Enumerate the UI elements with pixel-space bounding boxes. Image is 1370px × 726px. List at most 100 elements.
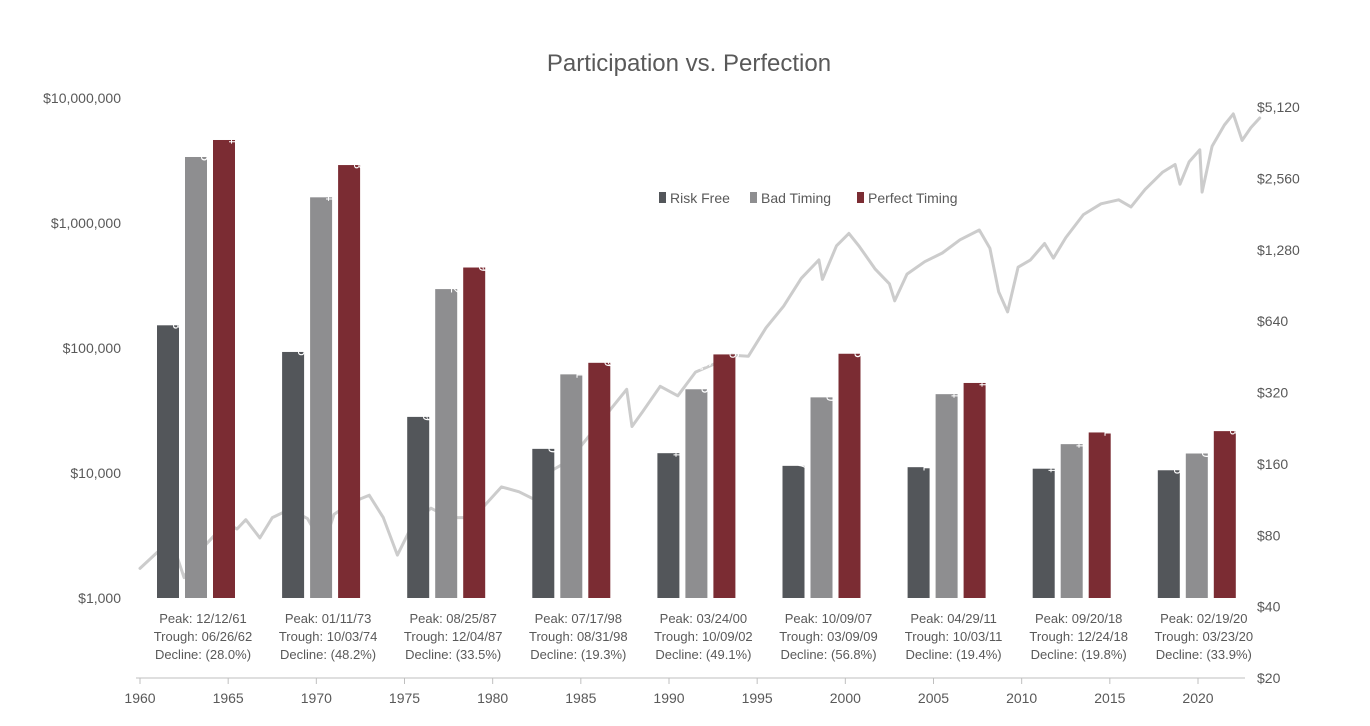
x-tick-label: 1975 <box>389 690 420 706</box>
x-tick-label: 2005 <box>918 690 949 706</box>
legend-swatch <box>659 192 666 203</box>
category-decline-label: Decline: (48.2%) <box>280 647 376 662</box>
x-tick-label: 1970 <box>301 690 332 706</box>
bar-value-label: $2,907,648 <box>351 101 366 169</box>
bar <box>1157 470 1180 598</box>
left-tick-label: $1,000,000 <box>51 215 121 231</box>
category-trough-label: Trough: 03/09/09 <box>779 629 878 644</box>
x-tick-label: 1980 <box>477 690 508 706</box>
right-tick-label: $1,280 <box>1257 242 1300 258</box>
bar-value-label: $3,373,545 <box>198 93 213 161</box>
bar <box>1032 468 1055 598</box>
category-decline-label: Decline: (33.9%) <box>1156 647 1252 662</box>
x-tick-label: 2015 <box>1094 690 1125 706</box>
right-tick-label: $160 <box>1257 456 1288 472</box>
bar-value-label: $14,320 <box>1199 409 1214 458</box>
bar-value-label: $40,280 <box>824 353 839 402</box>
bar <box>935 394 958 598</box>
right-tick-label: $40 <box>1257 599 1281 615</box>
chart-title: Participation vs. Perfection <box>547 50 831 77</box>
category-peak-label: Peak: 08/25/87 <box>409 611 496 626</box>
bar <box>657 453 680 598</box>
bar-layer: $151,883 $3,373,545 $4,613,574 $92,966 $1,60… <box>157 76 1242 599</box>
category-decline-label: Decline: (28.0%) <box>155 647 251 662</box>
category-decline-label: Decline: (33.5%) <box>405 647 501 662</box>
bar-value-label: $295,972 <box>448 237 463 293</box>
category-trough-label: Trough: 10/03/74 <box>279 629 378 644</box>
bar <box>1088 432 1111 598</box>
bar <box>310 197 333 598</box>
category-peak-label: Peak: 04/29/11 <box>910 611 997 626</box>
bar-value-label: $21,101 <box>1102 388 1117 437</box>
bar <box>713 354 736 598</box>
bar-value-label: $4,613,574 <box>226 76 241 144</box>
category-trough-label: Trough: 10/09/02 <box>654 629 753 644</box>
right-tick-label: $20 <box>1257 670 1281 686</box>
legend-swatch <box>750 192 757 203</box>
bar-value-label: $88,846 <box>726 310 741 359</box>
bar <box>213 139 235 599</box>
bar-value-label: $14,404 <box>670 408 685 457</box>
bar <box>532 448 555 598</box>
category-peak-label: Peak: 10/09/07 <box>785 611 872 626</box>
bar <box>185 156 207 598</box>
bar <box>1060 444 1083 598</box>
bar <box>407 416 430 598</box>
bar <box>1185 453 1208 598</box>
x-tick-label: 1985 <box>565 690 596 706</box>
category-trough-label: Trough: 06/26/62 <box>154 629 253 644</box>
bar-value-label: $61,531 <box>573 330 588 379</box>
category-decline-label: Decline: (49.1%) <box>655 647 751 662</box>
right-tick-label: $2,560 <box>1257 170 1300 186</box>
bar-value-label: $46,755 <box>698 344 713 393</box>
bar <box>963 382 986 598</box>
bar-value-label: $89,945 <box>852 309 867 358</box>
right-tick-label: $320 <box>1257 385 1288 401</box>
x-tick-label: 1965 <box>213 690 244 706</box>
x-tick-label: 2010 <box>1006 690 1037 706</box>
category-decline-label: Decline: (19.3%) <box>530 647 626 662</box>
category-decline-label: Decline: (56.8%) <box>780 647 876 662</box>
category-peak-label: Peak: 12/12/61 <box>159 611 246 626</box>
category-decline-label: Decline: (19.4%) <box>906 647 1002 662</box>
x-axis: 1960 1965 1970 1975 1980 1985 1990 1995 2000 2005… <box>124 677 1245 706</box>
bar-value-label: $76,119 <box>601 319 616 367</box>
bar <box>435 289 458 598</box>
bar-value-label: $10,824 <box>1046 424 1061 473</box>
bar <box>1213 431 1236 598</box>
category-peak-label: Peak: 01/11/73 <box>285 611 372 626</box>
bar <box>560 374 583 598</box>
bar <box>463 267 486 598</box>
left-tick-label: $10,000,000 <box>43 90 121 106</box>
category-trough-label: Trough: 12/04/87 <box>404 629 503 644</box>
bar <box>907 467 930 598</box>
bar <box>588 362 611 598</box>
category-labels: Peak: 12/12/61 Trough: 06/26/62 Decline: (… <box>154 611 1253 662</box>
legend-label: Perfect Timing <box>868 190 957 206</box>
right-tick-label: $5,120 <box>1257 99 1300 115</box>
bar-value-label: $52,514 <box>977 338 992 387</box>
category-peak-label: Peak: 07/17/98 <box>535 611 622 626</box>
bar <box>782 465 805 598</box>
legend: Risk Free Bad Timing Perfect Timing <box>659 190 957 206</box>
bar-value-label: $10,516 <box>1171 425 1186 474</box>
bar-value-label: $42,724 <box>949 349 964 398</box>
x-tick-label: 2000 <box>830 690 861 706</box>
bar-value-label: $151,883 <box>170 273 185 329</box>
bar-value-label: $21,628 <box>1227 386 1242 435</box>
bar <box>838 353 861 598</box>
bar-value-label: $92,966 <box>295 307 310 356</box>
bar-value-label: $15,600 <box>545 404 560 453</box>
right-axis: $20 $40 $80 $160 $320 $640 $1,280 $2,560 $5,120 <box>1257 99 1300 686</box>
bar <box>810 397 833 598</box>
category-decline-label: Decline: (19.8%) <box>1031 647 1127 662</box>
bar-value-label: $440,409 <box>476 215 491 271</box>
right-tick-label: $640 <box>1257 313 1288 329</box>
bar <box>338 165 361 599</box>
category-trough-label: Trough: 03/23/20 <box>1155 629 1254 644</box>
legend-label: Bad Timing <box>761 190 831 206</box>
category-trough-label: Trough: 10/03/11 <box>905 629 1003 644</box>
left-tick-label: $10,000 <box>70 465 121 481</box>
x-tick-label: 2020 <box>1182 690 1213 706</box>
